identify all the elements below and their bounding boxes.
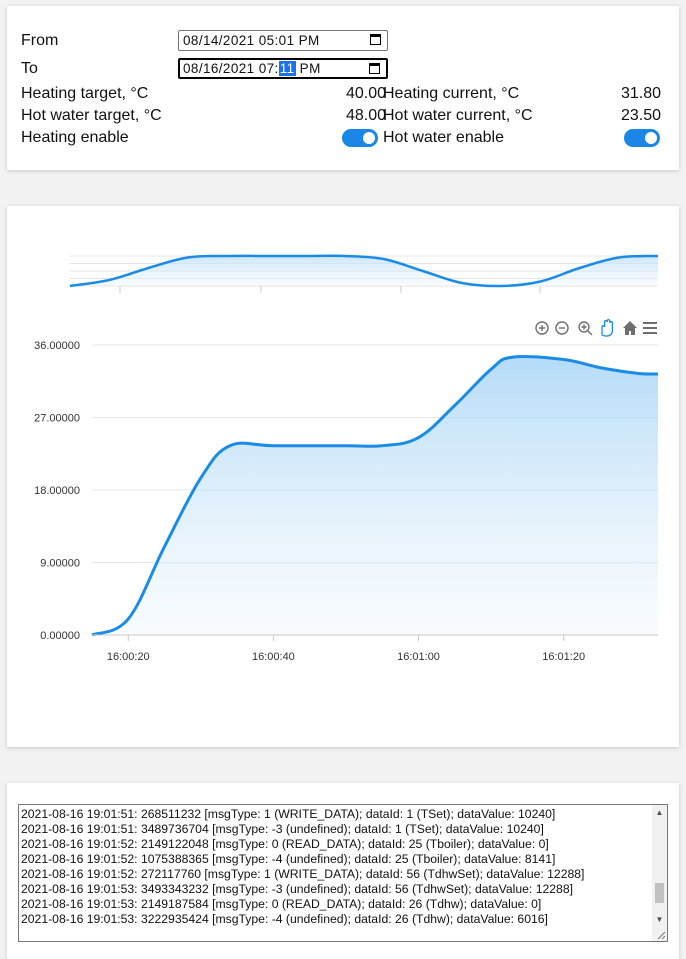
hot-water-target-value: 48.00 xyxy=(345,107,386,124)
log-line: 2021-08-16 19:01:52: 1075388365 [msgType… xyxy=(21,852,556,866)
hot-water-enable-toggle[interactable] xyxy=(624,129,660,147)
to-datetime-value-start: 08/16/2021 07: xyxy=(183,61,279,76)
hot-water-enable-label: Hot water enable xyxy=(383,129,504,146)
from-row: From 08/14/2021 05:01 PM xyxy=(21,30,661,52)
log-line: 2021-08-16 19:01:53: 3493343232 [msgType… xyxy=(21,882,573,896)
x-axis-ticks: 16:00:20 16:00:40 16:01:00 16:01:20 xyxy=(107,635,585,663)
x-tick-label: 16:01:00 xyxy=(397,651,440,663)
x-tick-label: 16:00:20 xyxy=(107,651,150,663)
resize-grip-icon[interactable] xyxy=(655,929,666,940)
to-label: To xyxy=(21,60,38,77)
x-tick-label: 16:01:20 xyxy=(542,651,585,663)
log-panel: 2021-08-16 19:01:51: 268511232 [msgType:… xyxy=(7,783,679,959)
y-tick-label: 27.00000 xyxy=(34,413,80,425)
toggle-knob xyxy=(645,132,657,144)
log-textarea[interactable]: 2021-08-16 19:01:51: 268511232 [msgType:… xyxy=(18,804,668,942)
series-area xyxy=(92,356,658,635)
zoom-in-icon[interactable] xyxy=(535,321,549,335)
y-tick-label: 9.00000 xyxy=(40,558,80,570)
scroll-up-arrow-icon[interactable]: ▲ xyxy=(655,808,664,817)
menu-icon[interactable] xyxy=(643,322,657,334)
log-line: 2021-08-16 19:01:52: 2149122048 [msgType… xyxy=(21,837,549,851)
scroll-thumb[interactable] xyxy=(655,883,664,903)
chart-toolbar xyxy=(535,319,657,337)
to-row: To 08/16/2021 07:11 PM xyxy=(21,58,661,80)
heating-enable-toggle[interactable] xyxy=(342,129,378,147)
log-line: 2021-08-16 19:01:53: 2149187584 [msgType… xyxy=(21,897,542,911)
log-line: 2021-08-16 19:01:51: 3489736704 [msgType… xyxy=(21,822,544,836)
y-tick-label: 0.00000 xyxy=(40,630,80,642)
enable-row: Heating enable Hot water enable xyxy=(21,127,661,149)
controls-panel: From 08/14/2021 05:01 PM To 08/16/2021 0… xyxy=(7,6,679,170)
to-datetime-value-end: PM xyxy=(295,61,321,76)
navigator-line[interactable] xyxy=(69,254,659,288)
calendar-icon[interactable] xyxy=(369,63,380,74)
calendar-icon[interactable] xyxy=(370,34,381,45)
hot-water-current-value: 23.50 xyxy=(620,107,661,124)
log-lines: 2021-08-16 19:01:51: 268511232 [msgType:… xyxy=(21,807,584,927)
heating-enable-label: Heating enable xyxy=(21,129,129,146)
navigator-x-ticks xyxy=(119,286,541,293)
y-tick-label: 36.00000 xyxy=(34,340,80,352)
y-tick-label: 18.00000 xyxy=(34,485,80,497)
from-label: From xyxy=(21,32,59,49)
zoom-out-icon[interactable] xyxy=(555,321,569,335)
toggle-knob xyxy=(363,132,375,144)
hot-water-target-label: Hot water target, °C xyxy=(21,107,162,124)
log-line: 2021-08-16 19:01:51: 268511232 [msgType:… xyxy=(21,807,556,821)
to-datetime-input[interactable]: 08/16/2021 07:11 PM xyxy=(178,58,388,79)
heating-current-value: 31.80 xyxy=(620,85,661,102)
to-datetime-minute-selected[interactable]: 11 xyxy=(278,61,296,76)
from-datetime-value: 08/14/2021 05:01 PM xyxy=(183,33,320,48)
y-axis-ticks: 0.00000 9.00000 18.00000 27.00000 36.00000 xyxy=(34,340,80,642)
heating-target-value: 40.00 xyxy=(345,85,386,102)
chart-panel: 0.00000 9.00000 18.00000 27.00000 36.00000 1… xyxy=(7,206,679,747)
temperature-chart[interactable]: 0.00000 9.00000 18.00000 27.00000 36.00000 1… xyxy=(7,206,679,747)
x-tick-label: 16:00:40 xyxy=(252,651,295,663)
heating-current-label: Heating current, °C xyxy=(383,85,520,102)
from-datetime-input[interactable]: 08/14/2021 05:01 PM xyxy=(178,30,388,51)
selection-zoom-icon[interactable] xyxy=(578,321,593,336)
log-line: 2021-08-16 19:01:52: 272117760 [msgType:… xyxy=(21,867,585,881)
log-scrollbar[interactable]: ▲ ▼ xyxy=(652,805,667,941)
hot-water-row: Hot water target, °C 48.00 Hot water cur… xyxy=(21,105,661,127)
home-icon[interactable] xyxy=(623,321,637,335)
series-line[interactable] xyxy=(91,354,659,637)
navigator-area xyxy=(70,255,658,287)
log-line: 2021-08-16 19:01:53: 3222935424 [msgType… xyxy=(21,912,548,926)
scroll-down-arrow-icon[interactable]: ▼ xyxy=(655,915,664,924)
hot-water-current-label: Hot water current, °C xyxy=(383,107,533,124)
heating-target-label: Heating target, °C xyxy=(21,85,149,102)
pan-icon[interactable] xyxy=(601,319,614,337)
heating-row: Heating target, °C 40.00 Heating current… xyxy=(21,83,661,105)
